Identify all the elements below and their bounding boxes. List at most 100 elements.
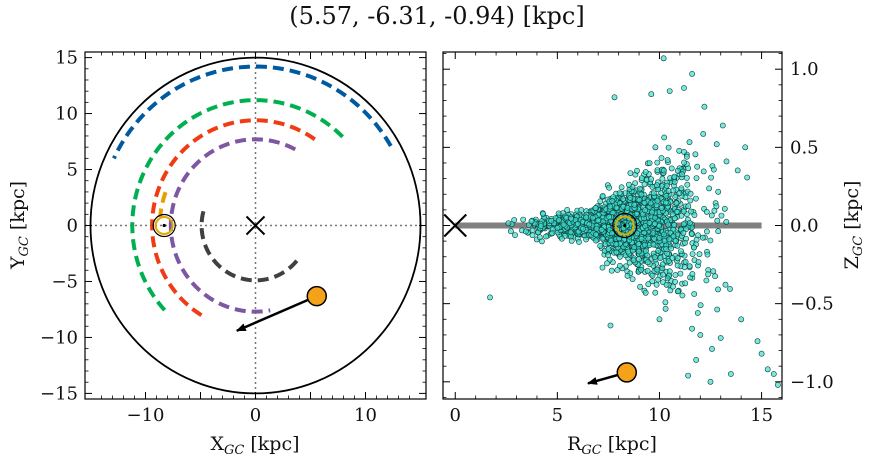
rz-scatter-point	[668, 165, 675, 172]
rz-scatter-point	[669, 254, 676, 261]
rz-scatter-point	[666, 88, 673, 94]
rz-scatter-point	[642, 169, 649, 175]
rz-scatter-point	[661, 231, 667, 238]
xy-ytick-label: 0	[67, 216, 78, 237]
spiral-arm-4	[168, 137, 297, 314]
rz-scatter-point	[626, 181, 632, 188]
rz-xtick-label: 15	[750, 405, 773, 426]
rz-scatter-point	[658, 155, 665, 161]
rz-scatter-point	[696, 251, 703, 258]
rz-scatter-point	[662, 299, 669, 306]
rz-scatter-point	[682, 194, 689, 201]
rz-scatter-point	[644, 252, 651, 259]
rz-scatter-point	[627, 170, 634, 176]
rz-scatter-point	[652, 214, 658, 221]
rz-scatter-point	[597, 242, 604, 249]
rz-ticks: 0 5 10 15 −1.0 −0.5 0.0 0.5 1.0	[443, 52, 834, 426]
rz-scatter-point	[629, 276, 636, 282]
sun-outer-ring	[152, 213, 176, 238]
rz-scatter-point	[617, 253, 623, 260]
rz-scatter-point	[699, 234, 706, 241]
rz-scatter-point	[637, 283, 643, 290]
rz-scatter-point	[650, 230, 657, 237]
rz-scatter-point	[663, 246, 669, 252]
rz-scatter-point	[638, 175, 645, 181]
rz-scatter-point	[549, 230, 556, 237]
rz-scatter-point	[672, 194, 679, 200]
rz-scatter-point	[624, 272, 631, 279]
rz-scatter-point	[644, 267, 651, 274]
rz-scatter-point	[659, 261, 666, 268]
rz-scatter-point	[764, 366, 771, 373]
rz-scatter-point	[676, 190, 683, 197]
rz-scatter-point	[567, 229, 574, 236]
rz-scatter-point	[714, 217, 721, 224]
rz-scatter-point	[636, 197, 643, 203]
rz-scatter-point	[512, 232, 518, 238]
rz-scatter-point	[627, 194, 634, 201]
spiral-arm-1	[112, 64, 393, 160]
rz-scatter-points	[487, 55, 781, 388]
rz-scatter-point	[661, 167, 667, 174]
rz-scatter-point	[775, 381, 781, 388]
rz-scatter-point	[693, 195, 699, 202]
rz-scatter-point	[691, 291, 698, 297]
rz-scatter-point	[578, 207, 585, 213]
rz-scatter-point	[646, 160, 653, 166]
sun-dot	[162, 223, 166, 228]
rz-plot-area	[443, 55, 781, 388]
rz-scatter-point	[712, 273, 718, 280]
rz-scatter-point	[671, 215, 678, 222]
rz-scatter-point	[673, 208, 680, 215]
rz-scatter-point	[703, 277, 710, 284]
rz-ylabel: ZGC [kpc]	[841, 181, 866, 270]
rz-scatter-point	[685, 372, 691, 379]
rz-scatter-point	[686, 139, 693, 146]
galactic-center-marker	[245, 215, 266, 236]
rz-scatter-point	[688, 208, 694, 215]
rz-scatter-point	[586, 221, 593, 228]
rz-scatter-point	[659, 175, 666, 182]
rz-scatter-point	[697, 331, 704, 338]
rz-scatter-point	[540, 210, 546, 217]
xy-plot-area	[85, 52, 426, 399]
rz-scatter-point	[681, 148, 687, 155]
xy-xtick-label: −10	[127, 405, 165, 426]
xy-xtick-label: 0	[250, 405, 261, 426]
rz-scatter-point	[674, 288, 681, 295]
star-position-xy	[306, 285, 328, 307]
rz-scatter-point	[727, 285, 733, 292]
rz-scatter-point	[715, 188, 722, 195]
rz-scatter-point	[654, 159, 661, 166]
rz-scatter-point	[652, 289, 659, 296]
rz-xlabel: RGC [kpc]	[567, 433, 657, 458]
rz-scatter-point	[672, 237, 679, 244]
rz-scatter-point	[645, 235, 652, 242]
rz-scatter-point	[652, 144, 659, 151]
rz-scatter-point	[606, 214, 613, 220]
rz-ytick-label: −1.0	[790, 372, 834, 393]
spiral-arm-5	[199, 210, 299, 283]
rz-scatter-point	[700, 168, 707, 175]
rz-scatter-point	[638, 191, 645, 198]
rz-scatter-point	[728, 371, 734, 377]
rz-scatter-point	[564, 206, 571, 213]
rz-scatter-point	[709, 345, 715, 352]
rz-ytick-label: 1.0	[790, 59, 819, 80]
rz-scatter-point	[617, 262, 623, 269]
rz-scatter-point	[593, 225, 600, 232]
rz-scatter-point	[683, 153, 690, 160]
rz-scatter-point	[661, 134, 668, 141]
rz-scatter-point	[635, 241, 642, 247]
rz-scatter-point	[684, 181, 691, 188]
rz-scatter-point	[630, 257, 637, 264]
rz-scatter-point	[595, 217, 602, 224]
rz-scatter-point	[528, 218, 535, 225]
rz-scatter-point	[576, 239, 582, 245]
rz-scatter-point	[593, 231, 599, 238]
rz-scatter-point	[599, 192, 606, 199]
rz-scatter-point	[671, 178, 678, 185]
rz-scatter-point	[678, 248, 684, 254]
rz-scatter-point	[607, 237, 614, 244]
rz-scatter-point	[738, 316, 745, 323]
